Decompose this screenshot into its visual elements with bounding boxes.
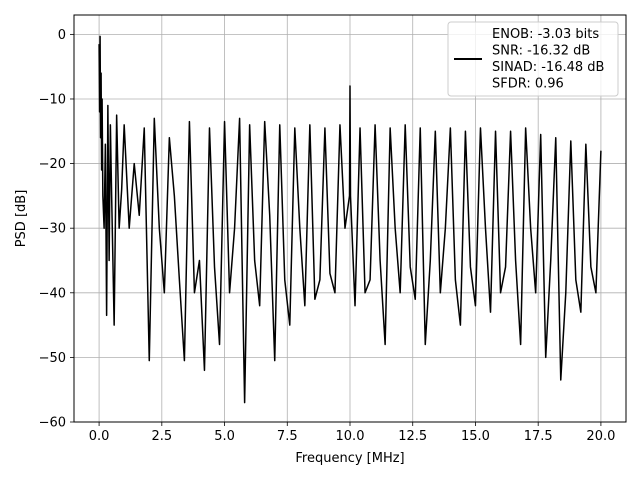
grid	[74, 15, 626, 423]
legend-line: SNR: -16.32 dB	[492, 44, 590, 59]
legend-text: ENOB: -3.03 bits SNR: -16.32 dB SINAD: -16…	[492, 27, 604, 92]
x-tick-label: 17.5	[524, 429, 553, 444]
legend-line: SFDR: 0.96	[492, 77, 564, 92]
legend-line: SINAD: -16.48 dB	[492, 60, 604, 75]
legend: ENOB: -3.03 bits SNR: -16.32 dB SINAD: -16…	[447, 21, 619, 97]
legend-line: ENOB: -3.03 bits	[492, 27, 599, 42]
x-tick-label: 20.0	[586, 429, 615, 444]
y-tick-label: −30	[39, 222, 66, 237]
x-tick-label: 12.5	[398, 429, 427, 444]
y-axis-label: PSD [dB]	[14, 190, 29, 248]
y-tick-label: −50	[39, 351, 66, 366]
x-axis-label: Frequency [MHz]	[295, 451, 404, 466]
x-tick-label: 5.0	[214, 429, 235, 444]
series-line	[98, 35, 602, 404]
y-tick-label: 0	[58, 28, 66, 43]
ticks: 0.0 2.5 5.0 7.5 10.0 12.5 15.0 17.5 20.0 0 −10 −20 −…	[39, 28, 616, 444]
x-tick-label: 0.0	[89, 429, 110, 444]
series-layer	[98, 35, 602, 404]
y-tick-label: −10	[39, 92, 66, 107]
y-tick-label: −40	[39, 286, 66, 301]
x-tick-label: 2.5	[151, 429, 172, 444]
x-tick-label: 7.5	[277, 429, 298, 444]
y-tick-label: −20	[39, 157, 66, 172]
x-tick-label: 10.0	[336, 429, 365, 444]
y-tick-label: −60	[39, 416, 66, 431]
legend-box	[447, 21, 619, 97]
x-tick-label: 15.0	[461, 429, 490, 444]
